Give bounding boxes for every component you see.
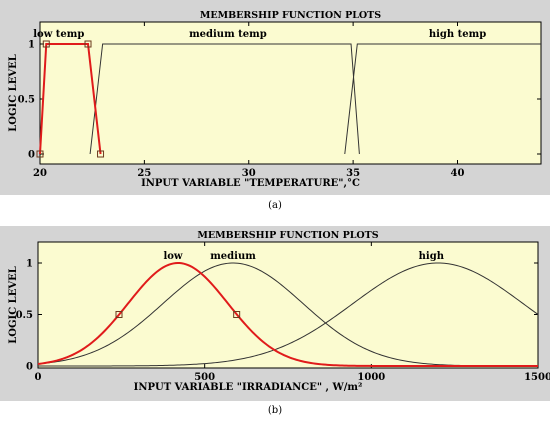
y-axis-label: LOGIC LEVEL [8, 54, 19, 131]
vertex-marker [233, 311, 241, 318]
series-label-medium-temp: medium temp [189, 29, 267, 40]
x-tick-label: 20 [33, 168, 47, 179]
series-label-high-temp: high temp [429, 29, 486, 40]
x-tick-label: 40 [451, 168, 465, 179]
x-tick-label: 30 [242, 168, 256, 179]
vertex-marker [36, 150, 44, 158]
vertex-marker [84, 40, 92, 48]
series-label-medium: medium [210, 251, 256, 262]
vertex-marker [115, 311, 123, 318]
caption-a: (a) [268, 200, 282, 211]
x-axis-label: INPUT VARIABLE "IRRADIANCE" , W/m² [134, 382, 363, 393]
series-label-low-temp: low temp [33, 29, 84, 40]
irradiance-membership-svg: MEMBERSHIP FUNCTION PLOTS LOGIC LEVEL INPU… [0, 226, 550, 401]
y-tick-label: 0.5 [16, 310, 33, 321]
x-tick-label: 0 [35, 372, 42, 383]
series-line-high [38, 262, 539, 367]
chart-title: MEMBERSHIP FUNCTION PLOTS [200, 10, 381, 21]
plot-area [37, 241, 539, 369]
y-tick-label: 0.5 [18, 95, 35, 106]
x-tick-label: 35 [346, 168, 360, 179]
x-tick-label: 500 [194, 372, 215, 383]
y-tick-label: 0 [26, 362, 33, 373]
series-line-high-temp [344, 43, 541, 155]
caption-b: (b) [267, 405, 283, 416]
x-axis-label: INPUT VARIABLE "TEMPERATURE",°C [141, 178, 360, 189]
plot-area [39, 21, 542, 165]
y-tick-label: 0 [28, 150, 35, 161]
x-tick-label: 1000 [357, 372, 385, 383]
series-line-medium-temp [89, 43, 360, 155]
y-tick-label: 1 [26, 259, 33, 270]
vertex-marker [97, 150, 105, 158]
y-axis-label: LOGIC LEVEL [8, 266, 19, 343]
temperature-membership-chart: MEMBERSHIP FUNCTION PLOTS LOGIC LEVEL INPU… [0, 0, 550, 195]
temperature-membership-svg: MEMBERSHIP FUNCTION PLOTS LOGIC LEVEL INPU… [0, 0, 550, 195]
x-tick-label: 1500 [524, 372, 550, 383]
x-tick-label: 25 [137, 168, 151, 179]
irradiance-membership-chart: MEMBERSHIP FUNCTION PLOTS LOGIC LEVEL INPU… [0, 226, 550, 401]
series-label-low: low [163, 251, 182, 262]
chart-title: MEMBERSHIP FUNCTION PLOTS [197, 230, 378, 241]
series-line-low-temp [39, 43, 102, 155]
series-label-high: high [419, 251, 445, 262]
vertex-marker [42, 40, 50, 48]
y-tick-label: 1 [28, 40, 35, 51]
